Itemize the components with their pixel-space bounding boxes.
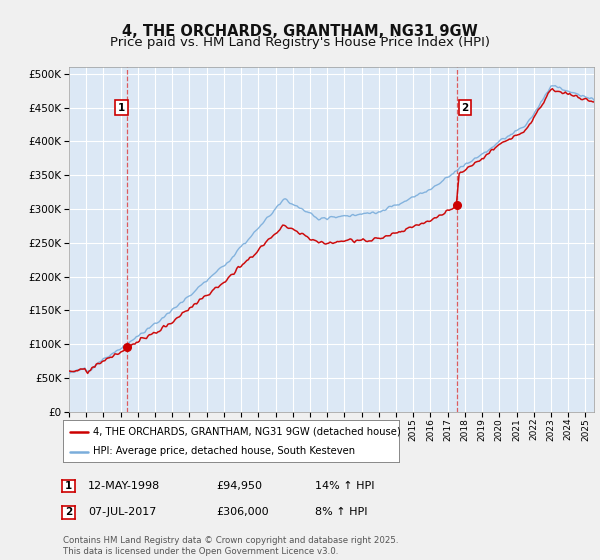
Text: Contains HM Land Registry data © Crown copyright and database right 2025.
This d: Contains HM Land Registry data © Crown c… [63,536,398,556]
Text: 2: 2 [461,102,469,113]
Text: 2: 2 [65,507,72,517]
Text: HPI: Average price, detached house, South Kesteven: HPI: Average price, detached house, Sout… [93,446,355,456]
Text: £94,950: £94,950 [216,481,262,491]
Text: 8% ↑ HPI: 8% ↑ HPI [315,507,367,517]
Text: 4, THE ORCHARDS, GRANTHAM, NG31 9GW: 4, THE ORCHARDS, GRANTHAM, NG31 9GW [122,24,478,39]
Text: 07-JUL-2017: 07-JUL-2017 [88,507,157,517]
Text: £306,000: £306,000 [216,507,269,517]
Text: 1: 1 [65,481,72,491]
Text: 12-MAY-1998: 12-MAY-1998 [88,481,160,491]
Text: Price paid vs. HM Land Registry's House Price Index (HPI): Price paid vs. HM Land Registry's House … [110,36,490,49]
Text: 4, THE ORCHARDS, GRANTHAM, NG31 9GW (detached house): 4, THE ORCHARDS, GRANTHAM, NG31 9GW (det… [93,427,401,437]
Text: 1: 1 [118,102,125,113]
Text: 14% ↑ HPI: 14% ↑ HPI [315,481,374,491]
